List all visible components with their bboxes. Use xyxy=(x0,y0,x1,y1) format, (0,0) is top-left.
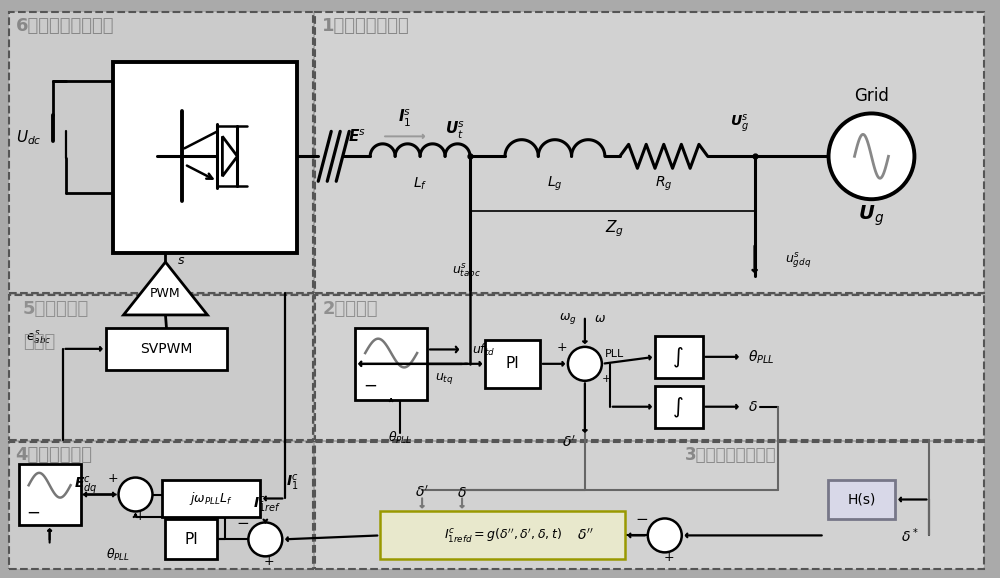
Text: −: − xyxy=(635,512,648,527)
Text: +: + xyxy=(663,551,674,564)
Text: $u_{gdq}^{s}$: $u_{gdq}^{s}$ xyxy=(785,250,811,270)
Text: $\delta'$: $\delta'$ xyxy=(415,485,429,500)
Text: $\theta_{PLL}$: $\theta_{PLL}$ xyxy=(388,429,412,446)
Text: 4、电流控制环: 4、电流控制环 xyxy=(16,446,93,464)
Text: $\theta_{PLL}$: $\theta_{PLL}$ xyxy=(106,547,131,564)
Text: $I_{1refd}^c=g(\delta'',\delta',\delta,t)$: $I_{1refd}^c=g(\delta'',\delta',\delta,t… xyxy=(444,527,561,544)
Bar xyxy=(9,12,313,293)
Text: PI: PI xyxy=(185,532,198,547)
Bar xyxy=(113,61,297,253)
Text: H(s): H(s) xyxy=(847,492,876,506)
Bar xyxy=(355,328,427,400)
Text: +: + xyxy=(264,555,275,568)
Text: $\delta''$: $\delta''$ xyxy=(577,528,593,543)
Text: $\boldsymbol{I}_{1ref}^{c}$: $\boldsymbol{I}_{1ref}^{c}$ xyxy=(253,495,281,516)
Text: $L_g$: $L_g$ xyxy=(547,175,563,194)
Bar xyxy=(162,480,260,517)
Text: $j\omega_{PLL}L_f$: $j\omega_{PLL}L_f$ xyxy=(189,490,233,507)
Text: +: + xyxy=(134,510,145,523)
Bar xyxy=(315,295,984,440)
Text: +: + xyxy=(602,374,612,384)
Text: PI: PI xyxy=(506,356,519,371)
Bar xyxy=(828,480,895,520)
Text: PWM: PWM xyxy=(150,287,181,301)
Bar xyxy=(485,340,540,388)
Text: PLL: PLL xyxy=(605,349,624,359)
Text: $\boldsymbol{U}_g$: $\boldsymbol{U}_g$ xyxy=(858,204,885,228)
Text: ∫: ∫ xyxy=(673,397,684,417)
Text: $e_{abc}^{s}$: $e_{abc}^{s}$ xyxy=(26,328,51,346)
Bar xyxy=(315,12,984,293)
Text: +: + xyxy=(557,342,567,354)
Text: $Z_g$: $Z_g$ xyxy=(605,219,624,239)
Text: SVPWM: SVPWM xyxy=(140,342,193,356)
Text: −: − xyxy=(363,376,377,394)
Text: $s$: $s$ xyxy=(177,254,186,266)
Text: Grid: Grid xyxy=(854,87,889,105)
Text: $\boldsymbol{I}_1^{s}$: $\boldsymbol{I}_1^{s}$ xyxy=(398,108,412,129)
Text: $\delta'$: $\delta'$ xyxy=(562,435,576,450)
Circle shape xyxy=(119,477,152,512)
Text: $u_{tabc}^{s}$: $u_{tabc}^{s}$ xyxy=(452,261,481,279)
Text: 5、空间矢量: 5、空间矢量 xyxy=(23,300,89,318)
Bar xyxy=(165,520,217,560)
Bar xyxy=(19,464,81,525)
Text: −: − xyxy=(236,516,249,531)
Text: $\boldsymbol{I}_1^{c}$: $\boldsymbol{I}_1^{c}$ xyxy=(286,473,299,492)
Text: +: + xyxy=(107,472,118,485)
Text: $uf_{td}$: $uf_{td}$ xyxy=(472,342,495,358)
Circle shape xyxy=(248,523,282,557)
Bar xyxy=(380,512,625,560)
Bar xyxy=(315,442,984,569)
Bar xyxy=(655,336,703,378)
Text: $\delta$: $\delta$ xyxy=(457,486,467,499)
Text: $\boldsymbol{E}_{dq}^{c}$: $\boldsymbol{E}_{dq}^{c}$ xyxy=(74,475,97,497)
Circle shape xyxy=(829,113,914,199)
Text: 调制器: 调制器 xyxy=(23,333,55,351)
Circle shape xyxy=(648,518,682,553)
Text: 1、采样处理模块: 1、采样处理模块 xyxy=(322,17,410,35)
Text: 3、逆系统控制模块: 3、逆系统控制模块 xyxy=(685,446,776,464)
Text: $\boldsymbol{E}^s$: $\boldsymbol{E}^s$ xyxy=(348,128,366,144)
Text: 2、锁相环: 2、锁相环 xyxy=(322,300,378,318)
Bar xyxy=(106,328,227,370)
Bar xyxy=(9,442,313,569)
Bar xyxy=(9,295,313,440)
Bar xyxy=(655,386,703,428)
Text: $U_{dc}$: $U_{dc}$ xyxy=(16,128,41,147)
Text: $\omega$: $\omega$ xyxy=(594,313,606,325)
Text: −: − xyxy=(27,504,41,522)
Text: $\theta_{PLL}$: $\theta_{PLL}$ xyxy=(748,348,774,365)
Text: $L_f$: $L_f$ xyxy=(413,176,427,192)
Circle shape xyxy=(568,347,602,381)
Polygon shape xyxy=(124,262,207,315)
Text: $u_{tq}$: $u_{tq}$ xyxy=(435,370,454,386)
Text: $R_g$: $R_g$ xyxy=(655,175,672,194)
Text: $\omega_g$: $\omega_g$ xyxy=(559,312,577,327)
Text: 6、光伏并网逆变器: 6、光伏并网逆变器 xyxy=(16,17,114,35)
Text: ∫: ∫ xyxy=(673,347,684,367)
Text: $\boldsymbol{U}_t^{s}$: $\boldsymbol{U}_t^{s}$ xyxy=(445,120,465,141)
Text: $\delta^*$: $\delta^*$ xyxy=(901,526,918,544)
Text: $\delta$: $\delta$ xyxy=(748,400,757,414)
Text: $\boldsymbol{U}_g^{s}$: $\boldsymbol{U}_g^{s}$ xyxy=(730,113,749,134)
